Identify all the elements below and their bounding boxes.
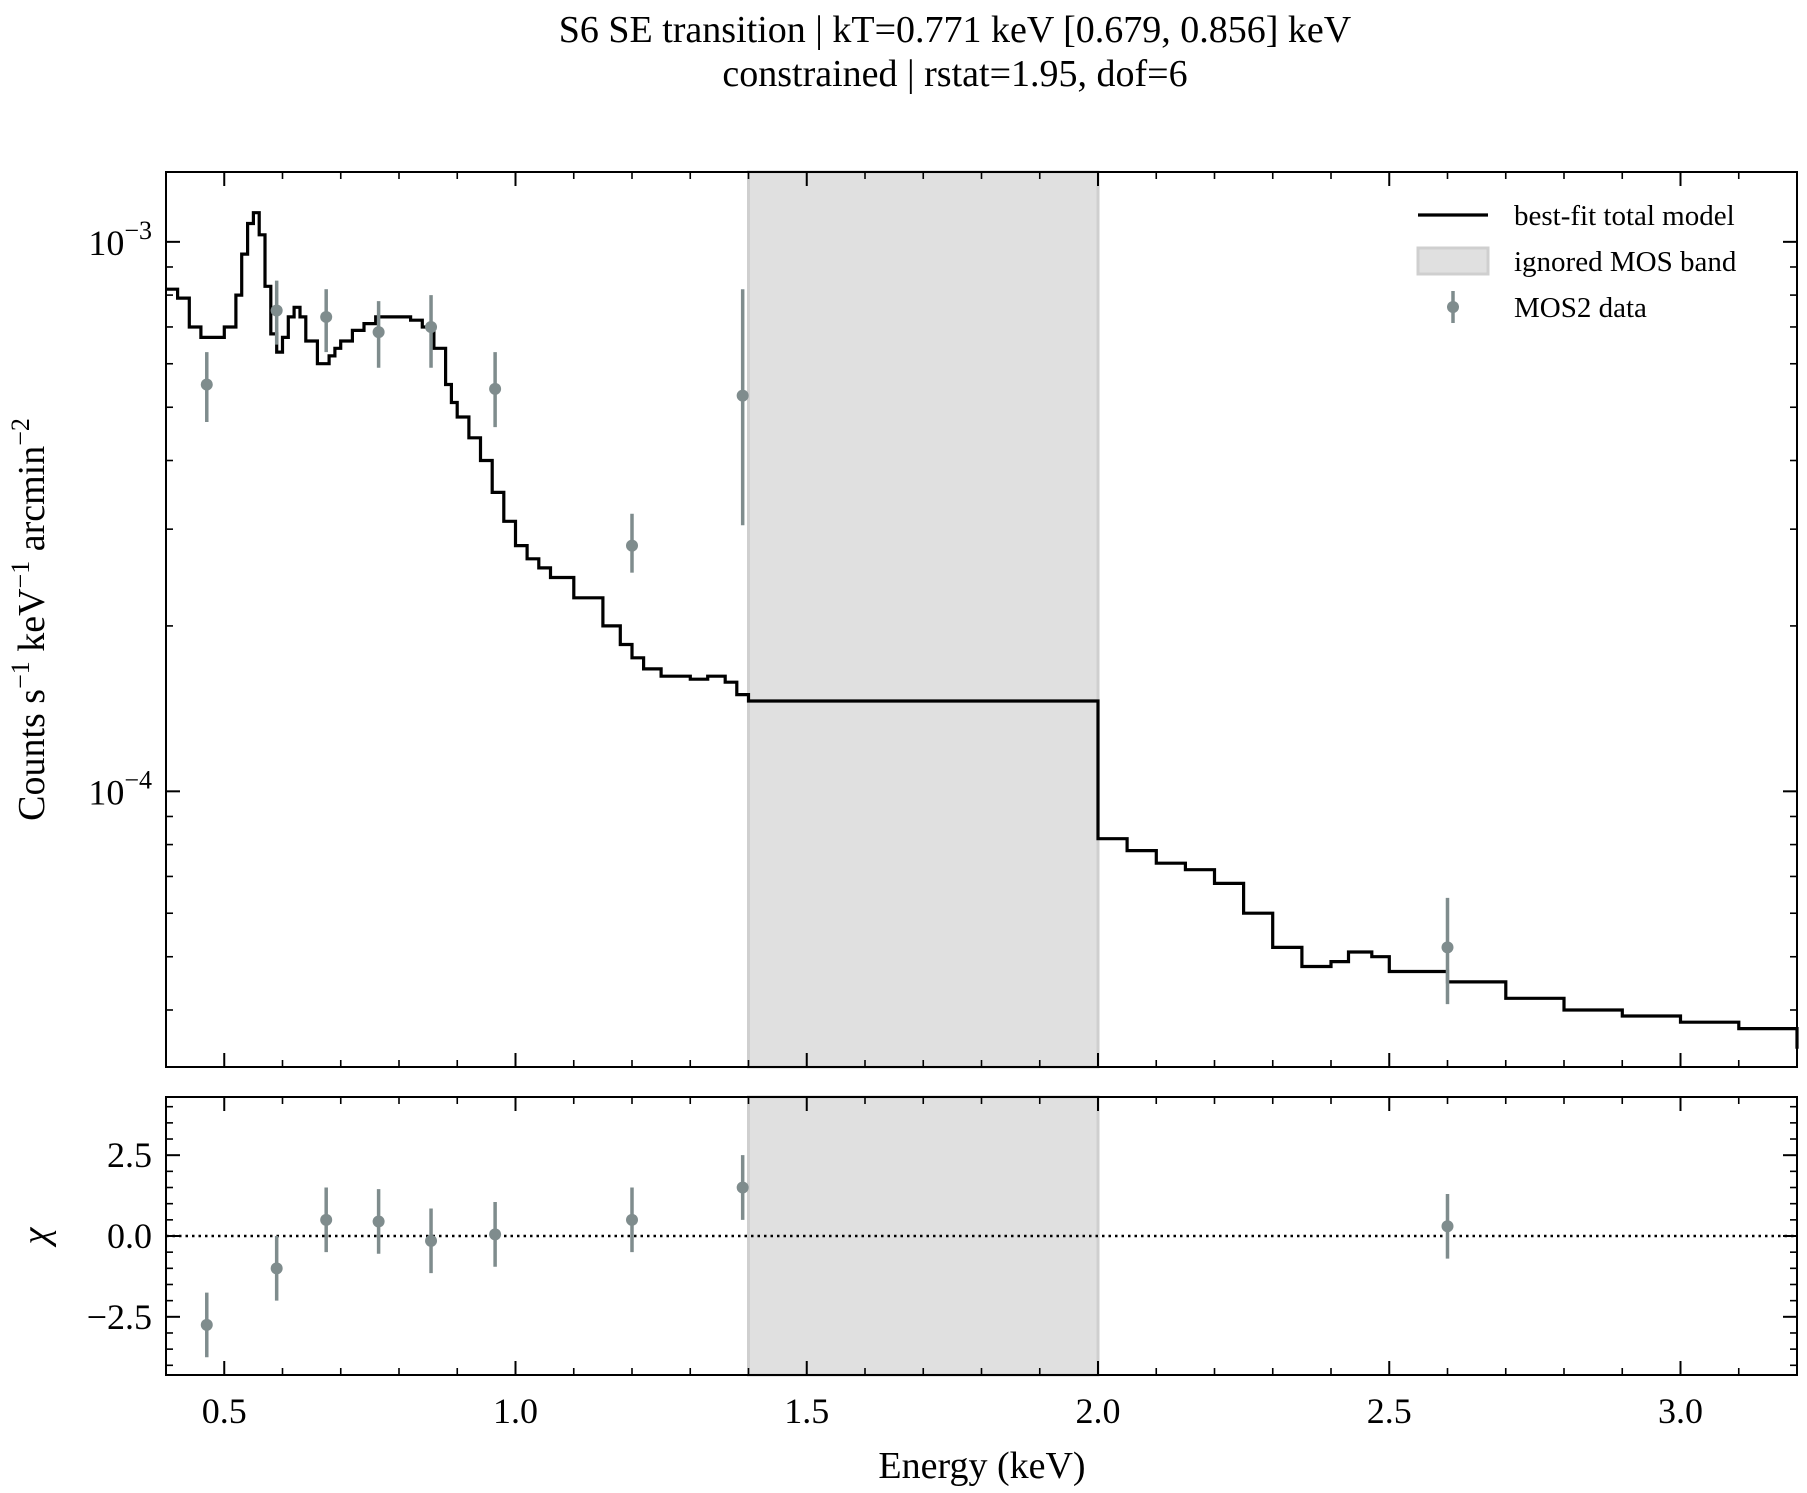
residual-point (1441, 1220, 1454, 1233)
data-point (1441, 941, 1454, 954)
data-point (489, 382, 502, 395)
chart-title-line-1: S6 SE transition | kT=0.771 keV [0.679, … (559, 9, 1352, 51)
residual-point (200, 1318, 213, 1331)
residual-point (372, 1215, 385, 1228)
chart-title-line-2: constrained | rstat=1.95, dof=6 (722, 53, 1187, 95)
residual-point (626, 1213, 638, 1226)
x-tick-label: 0.5 (202, 1391, 247, 1431)
model-line (166, 211, 1799, 1049)
data-point (736, 389, 749, 402)
ignored-band (747, 170, 1100, 1069)
y-tick-label: 10−4 (88, 765, 152, 812)
residual-point (270, 1262, 283, 1275)
legend-label: best-fit total model (1514, 200, 1735, 232)
residual-point (320, 1213, 333, 1226)
data-point (425, 320, 438, 333)
spectrum-panel: 10−3 10−4 Counts s−1 keV−1 arcmin−2 best-fi… (6, 170, 1799, 1069)
y-tick-label: 10−3 (88, 216, 152, 263)
y-tick-label: 0.0 (107, 1216, 152, 1256)
legend-label: MOS2 data (1514, 292, 1647, 324)
data-point (200, 378, 213, 391)
residual-panel: 0.5 1.0 1.5 2.0 2.5 3.0 2.5 0.0 −2.5 χ (15, 1095, 1798, 1431)
y-tick-label: −2.5 (87, 1297, 152, 1337)
residual-ignored-band (747, 1095, 1100, 1377)
x-axis-label: Energy (keV) (878, 1445, 1085, 1487)
x-tick-label: 1.0 (493, 1391, 538, 1431)
residual-y-axis-label: χ (15, 1226, 57, 1248)
legend-patch-swatch (1416, 246, 1490, 276)
legend: best-fit total model ignored MOS band MOS2… (1416, 200, 1737, 324)
data-point (626, 539, 638, 552)
x-tick-label: 3.0 (1658, 1391, 1703, 1431)
x-tick-label: 2.5 (1367, 1391, 1412, 1431)
legend-marker-swatch (1447, 301, 1459, 313)
y-tick-label: 2.5 (107, 1135, 152, 1175)
residual-point (736, 1181, 749, 1194)
residual-point (425, 1234, 438, 1247)
y-axis-label: Counts s−1 keV−1 arcmin−2 (6, 418, 53, 821)
legend-label: ignored MOS band (1514, 246, 1737, 278)
x-tick-label: 1.5 (784, 1391, 829, 1431)
data-point (270, 304, 283, 317)
data-point (372, 326, 385, 339)
data-point (320, 310, 333, 323)
residual-point (489, 1228, 502, 1241)
x-tick-label: 2.0 (1076, 1391, 1121, 1431)
